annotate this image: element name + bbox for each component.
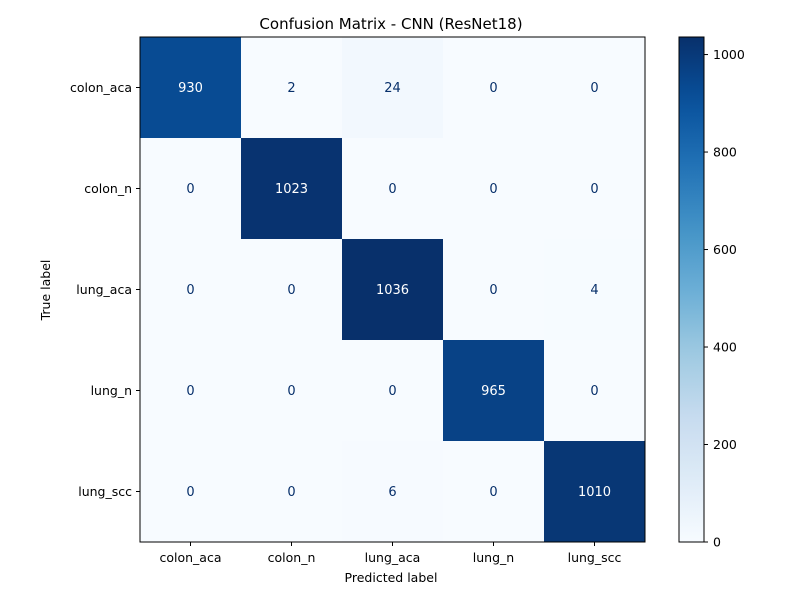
heatmap-cell [544,340,645,441]
colorbar-tick-label: 0 [713,535,721,550]
heatmap-cell [443,239,544,340]
heatmap-cell [544,37,645,138]
cell-value-label: 0 [489,283,497,298]
heatmap-cell [342,441,443,542]
colorbar-tick-label: 1000 [713,47,745,62]
cell-value-label: 1036 [376,283,409,298]
heatmap-cell [443,138,544,239]
y-tick-label: lung_scc [78,484,132,499]
heatmap-cell [342,37,443,138]
heatmap-cell [241,138,342,239]
heatmap-cell [443,340,544,441]
heatmap-cell [140,37,241,138]
heatmap-cell [140,441,241,542]
colorbar-tick-label: 600 [713,242,737,257]
cell-value-label: 930 [178,81,203,96]
heatmap-cell [241,340,342,441]
cell-value-label: 0 [186,283,194,298]
cell-value-label: 4 [590,283,598,298]
heatmap-cell [241,37,342,138]
y-tick-label: lung_aca [76,282,132,297]
x-tick-label: colon_n [268,550,316,565]
cell-value-label: 0 [590,182,598,197]
heatmap-cell [544,441,645,542]
x-axis-ticks: colon_aca colon_n lung_aca lung_n lung_scc [159,542,622,565]
heatmap-cell [241,239,342,340]
cell-value-label: 0 [186,384,194,399]
heatmap-cell [544,138,645,239]
cell-value-label: 0 [287,283,295,298]
heatmap-cell [443,37,544,138]
cell-value-label: 0 [590,81,598,96]
cell-value-label: 6 [388,485,396,500]
x-axis-label: Predicted label [345,570,438,585]
x-tick-label: lung_n [473,550,514,565]
y-tick-label: colon_n [84,181,132,196]
y-tick-label: lung_n [91,383,132,398]
cell-value-label: 0 [590,384,598,399]
heatmap-cell [342,239,443,340]
colorbar-ticks: 0 200 400 600 800 1000 [704,47,745,550]
x-tick-label: lung_scc [568,550,622,565]
cell-value-label: 965 [481,384,506,399]
cell-value-label: 0 [186,485,194,500]
colorbar-tick-label: 400 [713,340,737,355]
heatmap-cell [140,138,241,239]
y-tick-label: colon_aca [70,80,132,95]
heatmap-cell [140,340,241,441]
cell-value-label: 24 [384,81,401,96]
cell-value-label: 1010 [578,485,611,500]
cell-value-label: 0 [489,81,497,96]
cell-value-label: 0 [287,384,295,399]
x-tick-label: colon_aca [159,550,221,565]
x-tick-label: lung_aca [365,550,421,565]
cell-value-label: 0 [388,182,396,197]
cell-value-label: 0 [388,384,396,399]
cell-value-label: 0 [186,182,194,197]
colorbar [678,36,705,543]
heatmap-cell [140,239,241,340]
heatmap-cell [443,441,544,542]
heatmap-cells [140,37,645,542]
heatmap-cell [544,239,645,340]
heatmap-cell [342,340,443,441]
cell-value-label: 0 [489,182,497,197]
y-axis-label: True label [38,260,53,322]
cell-value-label: 0 [287,485,295,500]
colorbar-tick-label: 200 [713,437,737,452]
chart-title: Confusion Matrix - CNN (ResNet18) [259,15,522,33]
cell-value-label: 1023 [275,182,308,197]
colorbar-tick-label: 800 [713,145,737,160]
heatmap-cell [241,441,342,542]
heatmap-cell [342,138,443,239]
cell-value-label: 2 [287,81,295,96]
heatmap-cell-labels: 930 2 24 0 0 0 1023 0 0 0 0 0 1036 0 4 0 0 0 965 0 0 0 6 0 1010 [178,81,611,500]
y-axis-ticks: colon_aca colon_n lung_aca lung_n lung_scc [70,80,140,499]
cell-value-label: 0 [489,485,497,500]
